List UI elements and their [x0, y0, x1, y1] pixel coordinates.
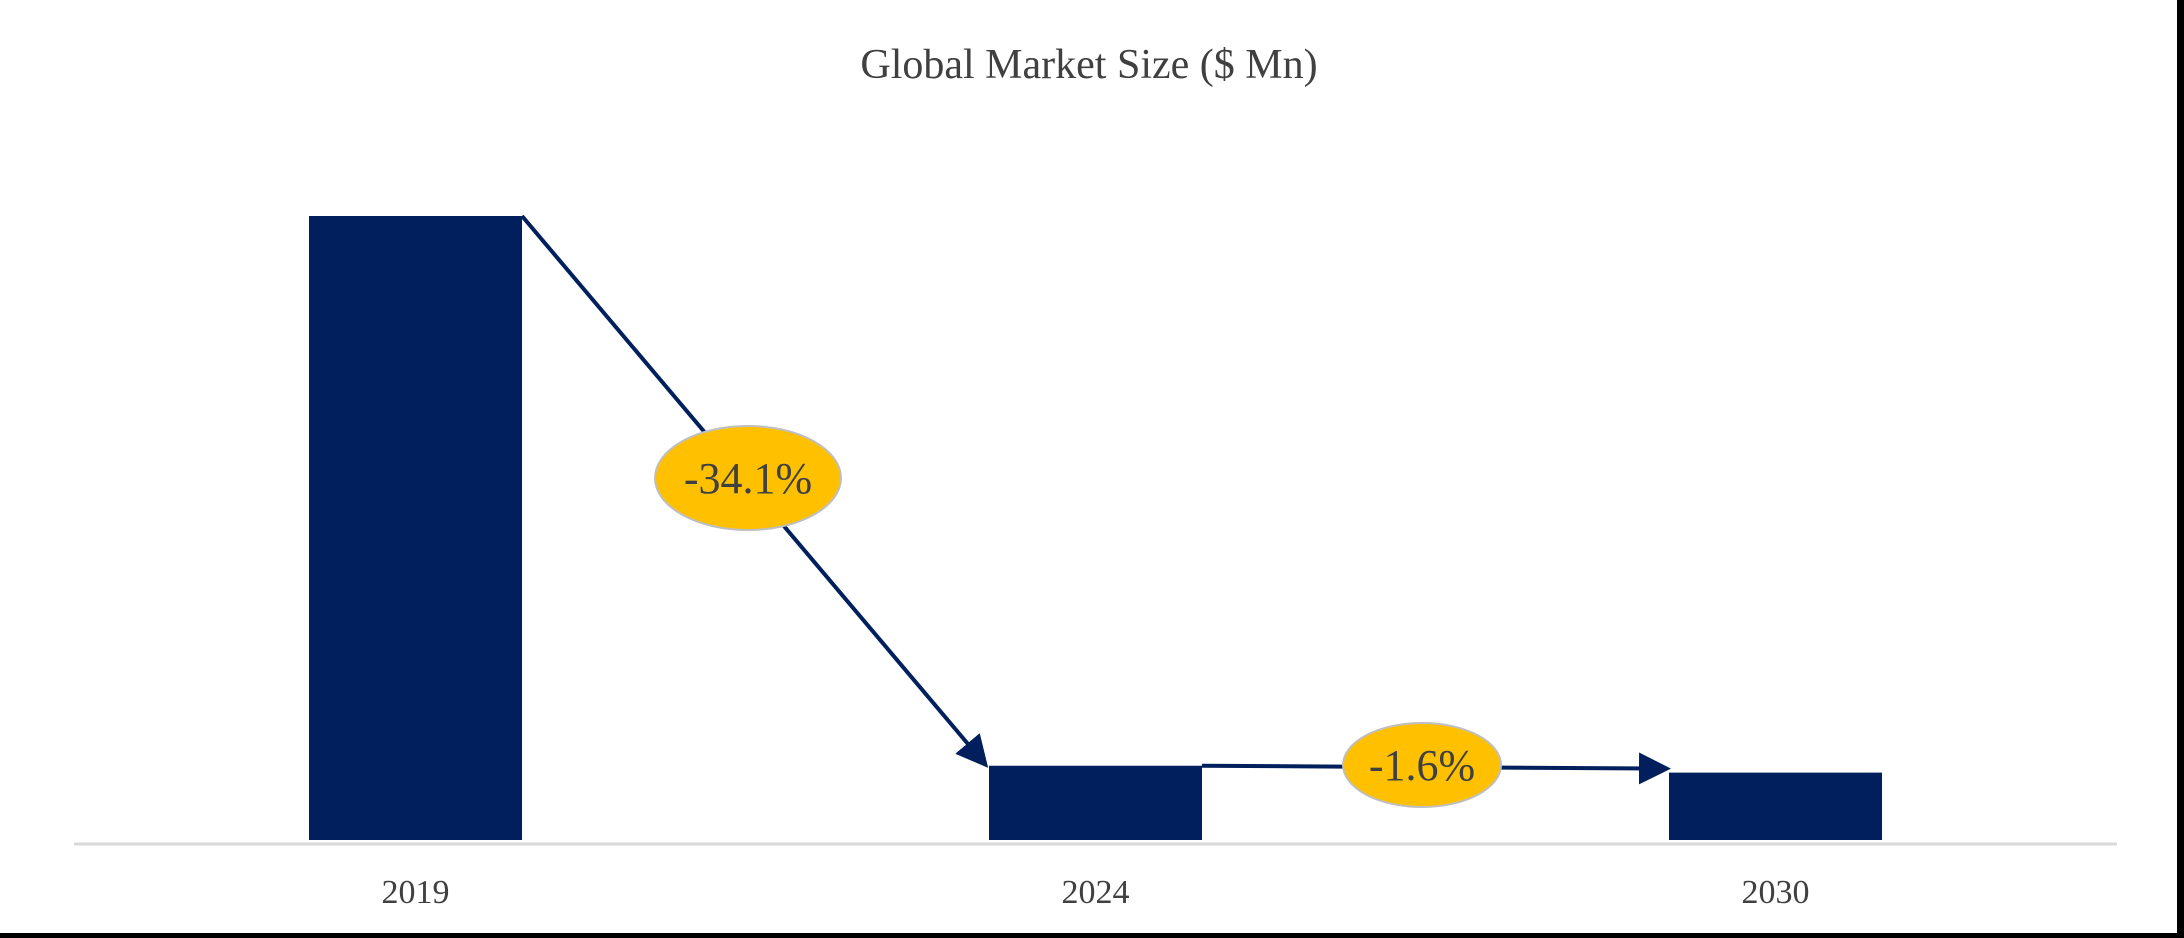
bar-2030	[1669, 772, 1882, 840]
x-tick-label: 2030	[1742, 874, 1810, 911]
cagr-label: -34.1%	[684, 454, 812, 503]
cagr-bubble	[654, 425, 842, 531]
x-tick-label: 2024	[1062, 874, 1130, 911]
bar-2024	[989, 765, 1202, 840]
right-border	[2177, 0, 2184, 938]
chart-title: Global Market Size ($ Mn)	[860, 42, 1317, 88]
cagr-bubble	[1342, 722, 1502, 808]
cagr-label: -1.6%	[1369, 741, 1475, 790]
x-tick-label: 2019	[382, 874, 450, 911]
bar-2019	[309, 216, 522, 840]
bottom-border	[0, 933, 2184, 938]
